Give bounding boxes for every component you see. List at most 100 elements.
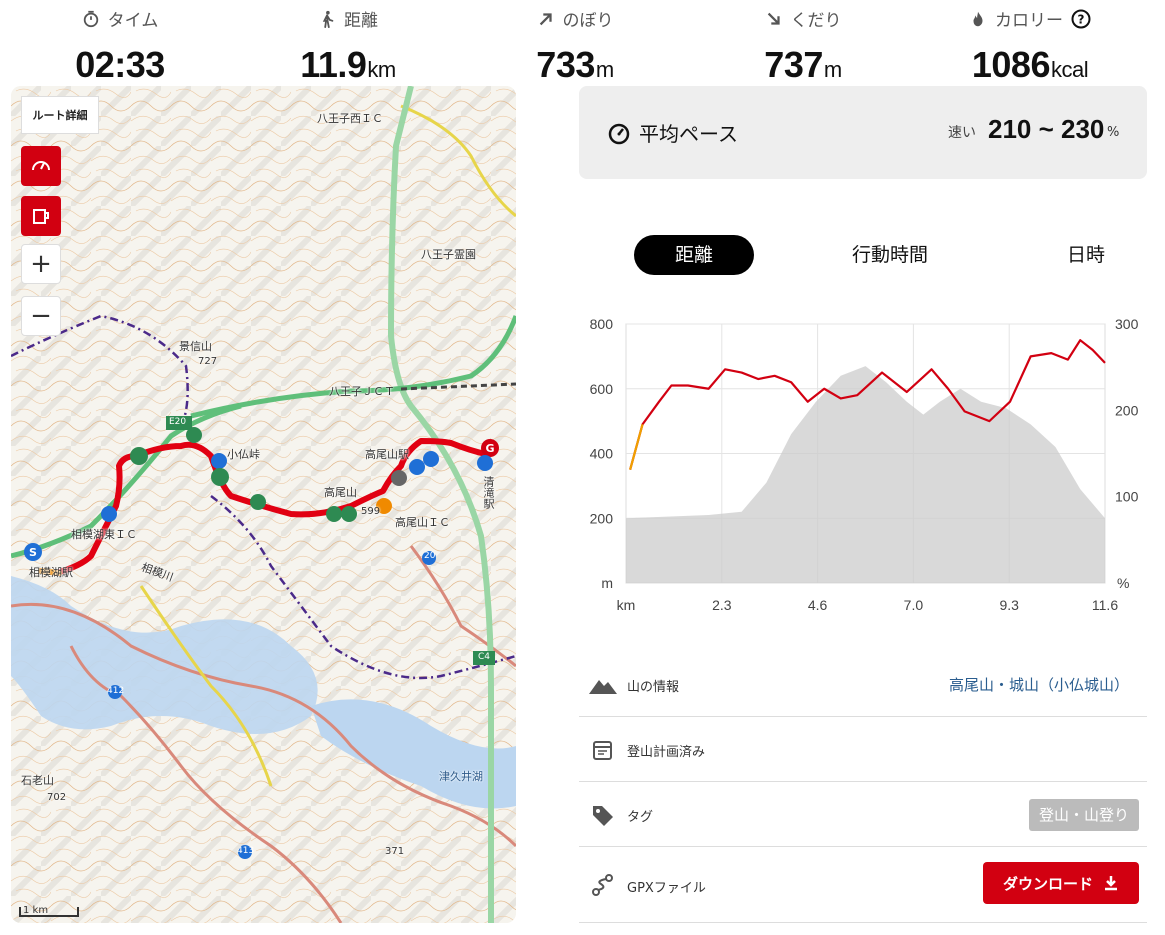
x-tick-label: 9.3 [999,597,1019,613]
elevation-area [626,366,1105,583]
map-label-sagamiko-ic: 相模湖東ＩＣ [71,528,137,541]
pace-line [629,339,1106,470]
arrow-down-right-icon [767,12,780,25]
map-label-kiyotaki: 清滝駅 [482,476,495,509]
x-tick-label: 4.6 [808,597,828,613]
stat-ascent-label: のぼり [562,11,614,31]
stat-calories-unit: kcal [1050,57,1089,82]
map-label-takaosan: 高尾山 [324,486,357,499]
map-label-e20: E20 [169,417,187,427]
stat-calories-value: 1086 [971,44,1051,85]
route-detail-label: ルート詳細 [32,109,88,122]
x-tick-label: km [617,597,636,613]
pace-unit: % [1107,125,1120,140]
help-circle-icon[interactable]: ? [1071,9,1091,29]
mountain-info-label: 山の情報 [627,680,680,695]
mountain-link[interactable]: 高尾山・城山（小仏城山） [948,676,1129,694]
pace-fast-label: 速い [948,125,976,141]
stat-ascent-value: 733 [536,44,595,85]
speedometer-icon [608,123,630,144]
chart-svg: 800 600 400 200 m 300 200 100% km 2.3 4.6 7.0 9.3 11.… [590,316,1139,613]
stat-descent-unit: m [823,57,842,82]
stopwatch-icon [83,10,98,27]
map-terrain: S G [11,86,516,923]
y-right-unit-label: % [1117,575,1129,591]
stat-time: タイム 02:33 [5,0,235,86]
rest-layer-button[interactable] [21,196,61,236]
stat-distance: 距離 11.9km [233,0,463,86]
arrow-up-right-icon [539,12,552,25]
pace-layer-button[interactable] [21,146,61,186]
map-label-p371: 371 [385,846,405,857]
map-label-route413: 413 [237,846,255,856]
map-label-tsukui-lake: 津久井湖 [439,770,483,783]
stat-calories: カロリー ? 1086kcal [915,0,1145,86]
tab-distance[interactable]: 距離 [634,235,754,275]
y-right-tick-label: 200 [1115,402,1139,418]
tag-icon [593,806,613,826]
download-label: ダウンロード [1002,874,1093,893]
stat-distance-label: 距離 [344,11,378,31]
map-label-ishiroyama-elev: 702 [47,792,67,803]
average-pace-label: 平均ペース [639,122,738,146]
calendar-icon [593,741,612,760]
map-label-c4: C4 [478,652,491,662]
zoom-in-button[interactable]: + [21,244,61,284]
tab-moving-time[interactable]: 行動時間 [851,244,928,266]
zoom-out-button[interactable]: − [21,296,61,336]
gpx-label: GPXファイル [627,881,706,896]
route-detail-button[interactable]: ルート詳細 [21,96,99,134]
y-left-unit-label: m [601,575,613,591]
average-pace-panel: 平均ペース 速い 210 ~ 230 % [579,86,1147,179]
stat-distance-value: 11.9 [300,44,367,85]
plan-row: 登山計画済み [579,717,1147,782]
zoom-out-label: − [30,301,52,331]
download-button[interactable]: ダウンロード [983,862,1139,904]
chart-axis-tabs: 距離 行動時間 日時 [634,235,1114,275]
tag-row: タグ 登山・山登り [579,782,1147,847]
map-label-hachioji-west-ic: 八王子西ＩＣ [317,112,383,125]
map-label-ishiroyama: 石老山 [21,774,54,787]
stat-ascent: のぼり 733m [460,0,690,86]
flame-icon [973,11,983,26]
elevation-pace-chart: 800 600 400 200 m 300 200 100% km 2.3 4.6 7.0 9.3 11.… [579,310,1147,620]
map-label-kobotoke: 小仏峠 [227,448,260,461]
y-right-tick-label: 300 [1115,316,1139,332]
gpx-row: GPXファイル ダウンロード [579,848,1147,923]
y-left-tick-label: 200 [590,510,614,526]
map-label-kagenobu: 景信山 [179,340,212,353]
stat-time-value: 02:33 [75,44,165,85]
x-tick-label: 7.0 [904,597,924,613]
tab-datetime[interactable]: 日時 [1066,244,1105,266]
route-map[interactable]: S G 八王子西ＩＣ 八王子霊園 景信山 727 八王子ＪＣＴ E20 小仏峠 … [11,86,516,923]
speedometer-icon [32,161,50,171]
map-label-kagenobu-elev: 727 [198,356,218,367]
stat-descent-value: 737 [764,44,823,85]
map-label-sagamiko-eki: 相模湖駅 [29,566,73,579]
tag-chip[interactable]: 登山・山登り [1028,799,1139,831]
map-label-route20: 20 [424,551,436,561]
y-left-tick-label: 600 [590,381,614,397]
x-tick-label: 2.3 [712,597,732,613]
walking-person-icon [322,10,334,28]
cup-icon [33,209,49,224]
mountain-icon [589,680,617,694]
pace-line-start [629,424,644,470]
stat-distance-unit: km [367,57,396,82]
mountain-info-row: 山の情報 高尾山・城山（小仏城山） [579,652,1147,717]
zoom-in-label: + [30,249,52,279]
map-scale-label: 1 km [23,905,49,916]
svg-text:G: G [485,442,494,455]
y-left-tick-label: 800 [590,316,614,332]
stat-ascent-unit: m [595,57,614,82]
route-path-icon [592,874,613,896]
map-label-hachioji-jct: 八王子ＪＣＴ [329,385,395,398]
svg-text:S: S [29,546,37,559]
plan-label: 登山計画済み [627,745,706,760]
stat-descent-label: くだり [790,11,842,31]
map-label-route412: 412 [107,686,125,696]
tag-label: タグ [627,810,654,825]
map-label-takaosan-eki: 高尾山駅 [365,448,409,461]
map-label-takaosan-ic: 高尾山ＩＣ [395,516,450,529]
map-label-takaosan-elev: 599 [361,506,381,517]
